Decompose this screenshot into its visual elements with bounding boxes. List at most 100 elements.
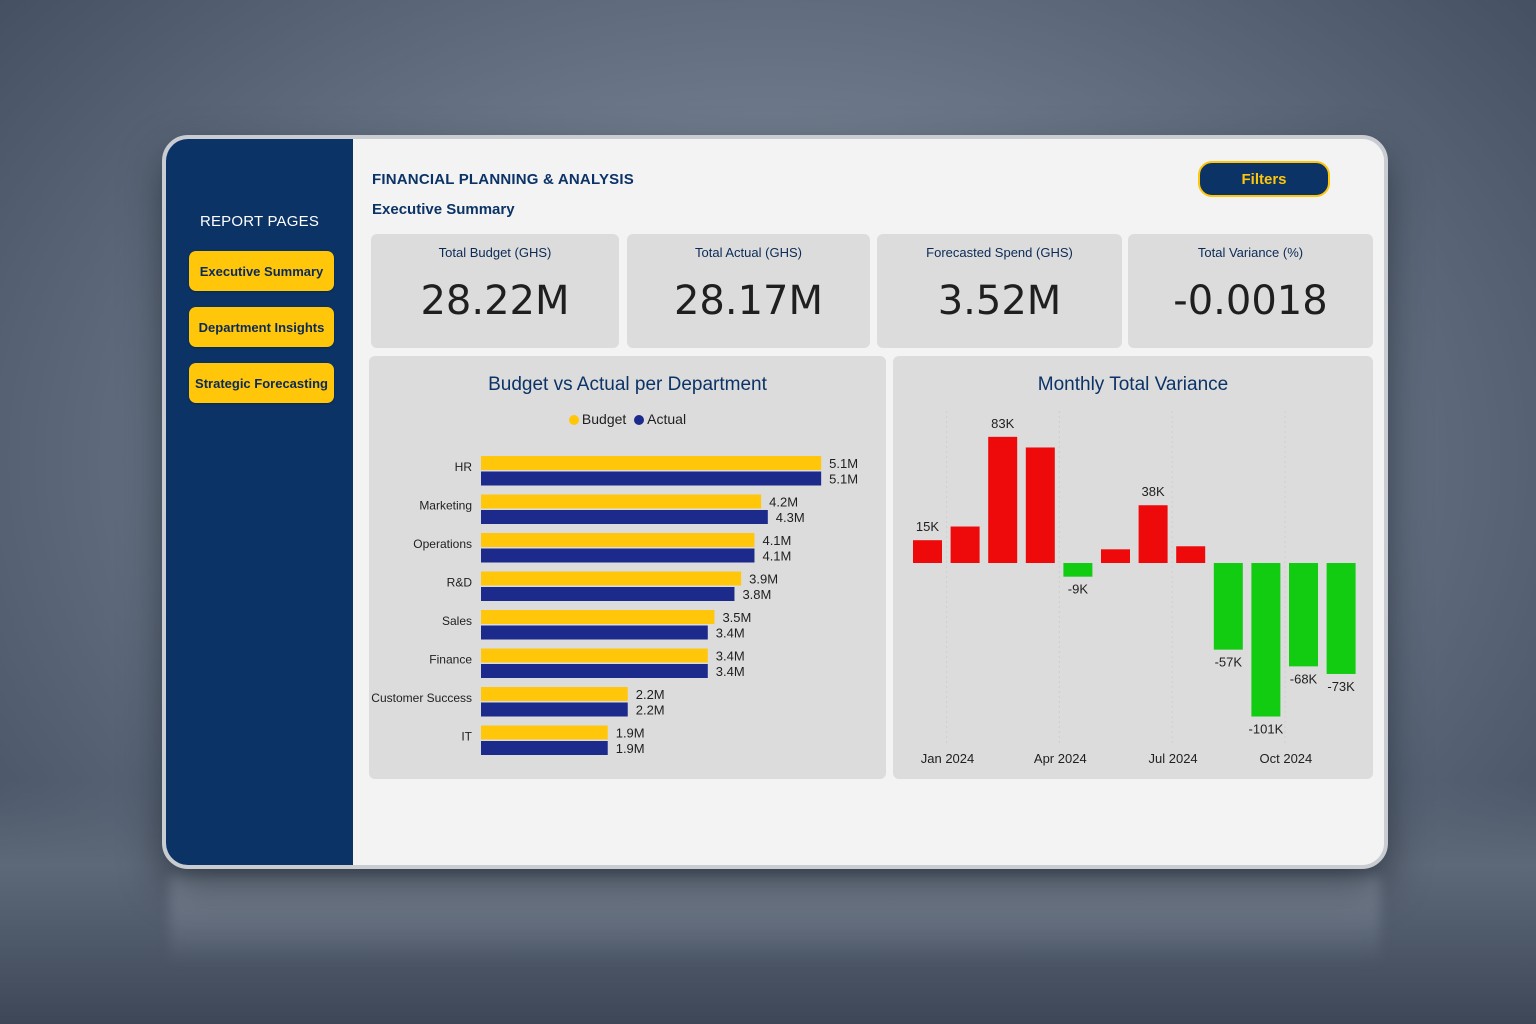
variance-bar bbox=[1251, 563, 1281, 717]
monthly-variance-panel: Monthly Total Variance 15K 83K -9K 38K -57K -… bbox=[893, 356, 1373, 779]
category-label: Marketing bbox=[419, 499, 472, 513]
data-label: 3.4M bbox=[716, 664, 745, 679]
chart-title: Budget vs Actual per Department bbox=[488, 374, 767, 395]
x-tick-label: Jan 2024 bbox=[921, 751, 975, 766]
filters-button[interactable]: Filters bbox=[1198, 161, 1330, 197]
legend-item-actual[interactable]: Actual bbox=[634, 411, 686, 427]
bar-budget bbox=[481, 648, 708, 663]
data-label: 4.2M bbox=[769, 495, 798, 510]
budget-vs-actual-chart: HR 5.1M5.1M Marketing 4.2M4.3M Operations 4.1… bbox=[371, 456, 858, 756]
kpi-label: Total Variance (%) bbox=[1197, 245, 1304, 260]
x-tick-label: Oct 2024 bbox=[1260, 751, 1313, 766]
data-label: -57K bbox=[1215, 655, 1243, 670]
variance-bar bbox=[1063, 563, 1093, 577]
bar-actual bbox=[481, 741, 608, 755]
data-label: 5.1M bbox=[829, 472, 858, 487]
nav-department-insights[interactable]: Department Insights bbox=[189, 307, 334, 347]
bar-actual bbox=[481, 664, 708, 678]
variance-bar bbox=[1289, 563, 1318, 667]
category-label: Operations bbox=[413, 537, 472, 551]
bar-actual bbox=[481, 625, 708, 640]
variance-bar bbox=[1101, 549, 1130, 563]
monthly-variance-chart: 15K 83K -9K 38K -57K -101K -68K -73K Jan 2024 Apr… bbox=[913, 411, 1356, 766]
data-label: -73K bbox=[1327, 679, 1355, 694]
bar-actual bbox=[481, 587, 735, 601]
kpi-card-total-budget: Total Budget (GHS) 28.22M bbox=[371, 234, 619, 348]
data-label: 3.4M bbox=[716, 626, 745, 641]
variance-bar bbox=[1213, 563, 1243, 650]
data-label: 3.4M bbox=[716, 649, 745, 664]
kpi-value: 28.22M bbox=[420, 278, 570, 324]
data-label: 3.5M bbox=[722, 610, 751, 625]
data-label: 2.2M bbox=[636, 703, 665, 718]
data-label: 83K bbox=[991, 416, 1014, 431]
data-label: 1.9M bbox=[616, 726, 645, 741]
category-label: Sales bbox=[442, 614, 472, 628]
bar-budget bbox=[481, 725, 608, 740]
legend-marker-budget bbox=[568, 415, 579, 425]
data-label: 2.2M bbox=[636, 687, 665, 702]
category-label: R&D bbox=[447, 576, 473, 590]
data-label: 5.1M bbox=[829, 456, 858, 471]
data-label: -101K bbox=[1249, 722, 1284, 737]
data-label: 4.1M bbox=[762, 533, 791, 548]
data-label: 15K bbox=[916, 519, 939, 534]
legend-label: Actual bbox=[647, 411, 687, 427]
legend-marker-actual bbox=[634, 415, 645, 425]
bar-budget bbox=[481, 494, 762, 509]
bar-actual bbox=[481, 548, 755, 563]
bar-budget bbox=[481, 571, 742, 586]
kpi-label: Total Budget (GHS) bbox=[438, 245, 552, 260]
data-label: -68K bbox=[1290, 671, 1318, 686]
bar-actual bbox=[481, 510, 768, 524]
x-tick-label: Apr 2024 bbox=[1034, 751, 1087, 766]
bar-actual bbox=[481, 471, 822, 486]
sidebar-title: REPORT PAGES bbox=[199, 213, 320, 230]
nav-executive-summary[interactable]: Executive Summary bbox=[189, 251, 334, 291]
legend-label: Budget bbox=[581, 411, 627, 427]
kpi-value: 28.17M bbox=[673, 278, 824, 324]
main-content: FINANCIAL PLANNING & ANALYSIS Executive … bbox=[353, 139, 1384, 865]
variance-bar bbox=[988, 436, 1018, 563]
bar-budget bbox=[481, 610, 715, 624]
kpi-label: Total Actual (GHS) bbox=[695, 245, 802, 260]
data-label: 4.3M bbox=[776, 510, 805, 525]
dashboard-window: REPORT PAGES Executive Summary Departmen… bbox=[162, 135, 1388, 869]
data-label: 1.9M bbox=[616, 741, 645, 756]
page-title: FINANCIAL PLANNING & ANALYSIS bbox=[372, 171, 634, 188]
data-label: 4.1M bbox=[762, 549, 791, 564]
bar-budget bbox=[481, 687, 628, 701]
x-tick-label: Jul 2024 bbox=[1149, 751, 1198, 766]
kpi-value: -0.0018 bbox=[1173, 278, 1328, 324]
budget-vs-actual-panel: Budget vs Actual per Department Budget A… bbox=[369, 356, 886, 779]
bar-budget bbox=[481, 533, 755, 547]
bar-budget bbox=[481, 456, 822, 470]
legend-item-budget[interactable]: Budget bbox=[568, 411, 627, 427]
data-label: 3.9M bbox=[749, 572, 778, 587]
data-label: 3.8M bbox=[742, 587, 771, 602]
variance-bar bbox=[913, 540, 942, 563]
data-label: 38K bbox=[1142, 484, 1165, 499]
bar-actual bbox=[481, 702, 628, 717]
kpi-card-total-variance: Total Variance (%) -0.0018 bbox=[1128, 234, 1373, 348]
page-subtitle: Executive Summary bbox=[372, 201, 515, 218]
kpi-label: Forecasted Spend (GHS) bbox=[926, 245, 1073, 260]
variance-bar bbox=[950, 526, 980, 563]
data-label: -9K bbox=[1068, 582, 1089, 597]
device-reflection bbox=[170, 875, 1380, 965]
variance-bar bbox=[1176, 546, 1206, 563]
chart-legend: Budget Actual bbox=[369, 411, 886, 427]
variance-bar bbox=[1025, 447, 1055, 563]
category-label: IT bbox=[461, 730, 472, 744]
category-label: Customer Success bbox=[371, 691, 472, 705]
nav-strategic-forecasting[interactable]: Strategic Forecasting bbox=[189, 363, 334, 403]
variance-bar bbox=[1326, 563, 1356, 674]
sidebar: REPORT PAGES Executive Summary Departmen… bbox=[166, 139, 353, 865]
variance-bar bbox=[1138, 505, 1168, 563]
chart-title: Monthly Total Variance bbox=[1037, 374, 1229, 395]
kpi-card-forecasted-spend: Forecasted Spend (GHS) 3.52M bbox=[877, 234, 1122, 348]
kpi-card-total-actual: Total Actual (GHS) 28.17M bbox=[627, 234, 870, 348]
category-label: Finance bbox=[429, 653, 472, 667]
category-label: HR bbox=[455, 460, 473, 474]
kpi-value: 3.52M bbox=[937, 278, 1062, 324]
